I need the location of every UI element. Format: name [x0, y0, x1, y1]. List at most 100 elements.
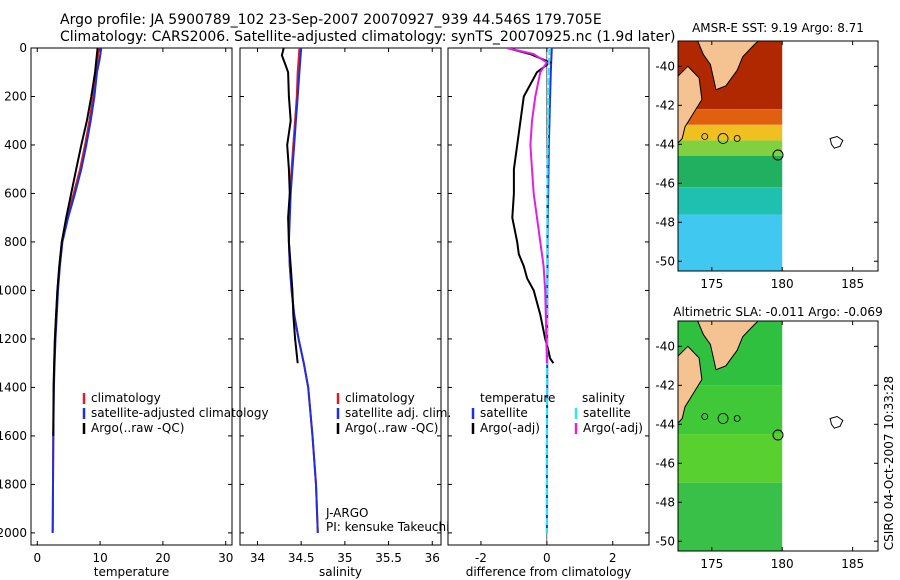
diff-legend-left-label: Argo(-adj): [480, 421, 540, 435]
field-band: [678, 124, 783, 141]
header-line2: Climatology: CARS2006. Satellite-adjuste…: [60, 29, 676, 45]
diff-legend-left-label: satellite: [480, 406, 528, 420]
y-tick-label: 600: [4, 186, 27, 200]
field-band: [678, 140, 783, 156]
series-line-salinity-argo-adj-: [507, 48, 549, 364]
contour-ring: [733, 135, 741, 142]
x-tick-label: 34: [250, 551, 265, 565]
y-tick-label: -42: [655, 98, 675, 112]
diff-legend-right-label: satellite: [583, 406, 631, 420]
y-tick-label: 1400: [0, 380, 27, 394]
map-field: [678, 321, 844, 551]
y-tick-label: 200: [4, 89, 27, 103]
y-tick-label: 0: [19, 41, 27, 55]
sal-legend-label: climatology: [345, 391, 415, 405]
temp-legend-label: Argo(..raw -QC): [91, 421, 184, 435]
diff-legend-header-temperature: temperature: [480, 391, 555, 405]
temp-legend-label: satellite-adjusted climatology: [91, 406, 269, 420]
field-band: [678, 187, 783, 215]
y-tick-label: 1000: [0, 283, 27, 297]
y-tick-label: 800: [4, 235, 27, 249]
contour-ring: [717, 133, 729, 144]
y-tick-label: -50: [655, 254, 675, 268]
x-tick-label: 175: [700, 557, 723, 571]
field-band: [678, 482, 783, 551]
y-tick-label: -48: [655, 215, 675, 229]
field-band: [678, 385, 783, 435]
y-tick-label: 400: [4, 138, 27, 152]
y-tick-label: -40: [655, 59, 675, 73]
map-title: AMSR-E SST: 9.19 Argo: 8.71: [692, 21, 864, 35]
x-axis-label: difference from climatology: [466, 565, 632, 579]
x-tick-label: 180: [771, 277, 794, 291]
x-tick-label: 34.5: [288, 551, 315, 565]
chatham-islands-outline: [829, 415, 844, 429]
x-tick-label: -2: [475, 551, 487, 565]
y-tick-label: -46: [655, 456, 675, 470]
series-group: [51, 48, 103, 533]
map-frame: [677, 40, 879, 272]
y-tick-label: -40: [655, 339, 675, 353]
y-tick-label: -42: [655, 378, 675, 392]
axes-frame: [30, 47, 233, 546]
header-line1: Argo profile: JA 5900789_102 23-Sep-2007…: [60, 12, 602, 28]
x-axis-label: salinity: [319, 565, 362, 579]
map-title: Altimetric SLA: -0.011 Argo: -0.069: [673, 305, 882, 319]
x-tick-label: 185: [841, 277, 864, 291]
x-tick-label: 35: [337, 551, 352, 565]
chatham-islands-outline: [829, 135, 844, 149]
x-tick-label: 20: [155, 551, 170, 565]
y-tick-label: -44: [655, 137, 675, 151]
argo-position-marker: [772, 149, 784, 161]
map-frame: [677, 320, 879, 552]
y-tick-label: -44: [655, 417, 675, 431]
x-tick-label: 2: [609, 551, 617, 565]
y-tick-label: -46: [655, 176, 675, 190]
y-tick-label: 1600: [0, 429, 27, 443]
land-north-island: [697, 41, 760, 91]
x-tick-label: 185: [841, 557, 864, 571]
profile-panel-1: 0 10 20 30 0 200 400 600 800 1000 1200 1400 1600 1800…: [0, 41, 233, 579]
y-tick-label: 1200: [0, 332, 27, 346]
field-band: [678, 434, 783, 483]
x-tick-label: 30: [218, 551, 233, 565]
contour-ring: [717, 413, 729, 424]
y-tick-label: -48: [655, 495, 675, 509]
argo-position-marker: [772, 429, 784, 441]
x-tick-label: 180: [771, 557, 794, 571]
x-tick-label: 0: [33, 551, 41, 565]
diff-legend-header-salinity: salinity: [582, 391, 625, 405]
axes-frame: [239, 47, 442, 546]
field-band: [678, 214, 783, 271]
x-tick-label: 36: [425, 551, 440, 565]
float-pi-text: PI: kensuke Takeuchi: [326, 520, 449, 534]
contour-ring: [701, 413, 709, 420]
x-tick-label: 10: [92, 551, 107, 565]
land-south-island: [678, 321, 703, 464]
series-line-climatology: [51, 48, 100, 533]
field-band: [678, 156, 783, 188]
series-group: [507, 48, 555, 533]
y-tick-label: -50: [655, 534, 675, 548]
y-tick-label: 1800: [0, 477, 27, 491]
sst-map-panel: 175 180 185 -40 -42 -44 -46 -48 -50 AMSR-E SST: 9…: [655, 21, 879, 291]
x-tick-label: 35.5: [375, 551, 402, 565]
land-north-island: [697, 321, 760, 371]
series-group: [280, 48, 319, 533]
series-line-argo-raw-qc-: [280, 48, 299, 364]
series-line-temperature-argo-adj-: [507, 48, 555, 364]
map-field: [678, 41, 844, 271]
profile-panel-2: 34 34.5 35 35.5 36 salinity: [239, 47, 442, 579]
series-line-satellite-adjusted-climatology: [51, 48, 103, 533]
x-tick-label: 175: [700, 277, 723, 291]
contour-ring: [733, 415, 741, 422]
sla-map-panel: 175 180 185 -40 -42 -44 -46 -48 -50 Altimetric SL…: [655, 305, 882, 571]
y-tick-label: 2000: [0, 526, 27, 540]
contour-ring: [701, 133, 709, 140]
sal-legend-label: Argo(..raw -QC): [345, 421, 438, 435]
series-line-argo-raw-qc-: [52, 48, 99, 436]
field-band: [678, 109, 783, 125]
temp-legend-label: climatology: [91, 391, 161, 405]
